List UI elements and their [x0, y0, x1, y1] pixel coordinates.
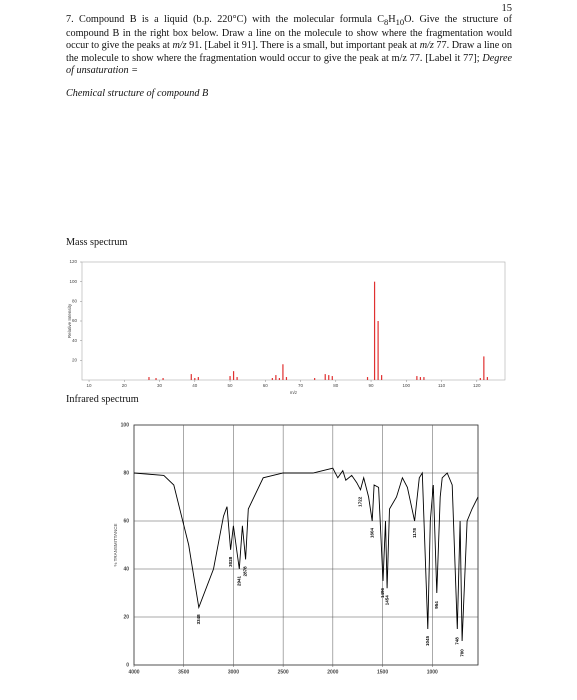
peak [331, 376, 333, 380]
peak [483, 356, 485, 380]
peak [381, 375, 383, 380]
page-number: 15 [501, 3, 513, 14]
peak [232, 371, 235, 380]
x-tick-label: 3000 [228, 669, 239, 675]
y-tick-label: 40 [72, 338, 78, 343]
peak-label: 1454 [384, 595, 389, 606]
peak [324, 374, 326, 380]
y-tick-label: 80 [72, 299, 78, 304]
peak [479, 378, 481, 380]
x-tick-label: 20 [122, 383, 128, 388]
chart-title: Infrared spectrum [66, 394, 139, 405]
text: 8 [384, 17, 389, 28]
x-tick-label: 1500 [377, 669, 388, 675]
peak [373, 281, 376, 380]
text: Degree of unsaturation = [66, 52, 512, 76]
peak [366, 377, 369, 380]
spectrum-line [133, 467, 479, 642]
x-tick-label: 70 [298, 383, 304, 388]
peak-label: 1178 [412, 528, 417, 538]
y-tick-label: 20 [72, 358, 78, 363]
peak [197, 377, 199, 380]
y-tick-label: 100 [121, 422, 130, 428]
peak [423, 377, 425, 380]
peak-label: 3348 [196, 614, 201, 625]
text: 7. Compound B is a liquid (b.p. 220°C) w… [66, 14, 385, 25]
peak-label: 700 [459, 649, 464, 657]
peak [486, 377, 488, 380]
peak-label: 1045 [425, 635, 430, 646]
chart-title: Mass spectrum [66, 237, 128, 248]
y-axis-label: % TRANSMITTANCE [113, 523, 118, 566]
x-tick-label: 40 [192, 383, 198, 388]
peak-label: 748 [455, 637, 460, 645]
structure-label: Chemical structure of compound B [66, 88, 209, 99]
peak [275, 375, 277, 380]
text: 77. Draw a line on the molecule to show … [66, 40, 512, 64]
x-tick-label: 2500 [278, 669, 289, 675]
peak-label: 2878 [243, 566, 248, 577]
x-tick-label: 60 [263, 383, 269, 388]
peak [155, 378, 157, 380]
y-tick-label: 60 [123, 518, 129, 524]
peak [285, 377, 288, 380]
y-tick-label: 20 [123, 614, 129, 620]
peak [148, 377, 150, 380]
peak [416, 376, 418, 380]
peak [229, 376, 231, 380]
peak [271, 378, 273, 380]
peak [194, 378, 196, 380]
y-tick-label: 100 [69, 279, 77, 284]
peak [278, 378, 280, 380]
text: H [388, 14, 396, 25]
peak [419, 377, 421, 380]
peak-label: 3028 [228, 556, 233, 567]
peak-label: 954 [434, 601, 439, 609]
y-axis-label: Relative Intensity [67, 303, 72, 338]
x-axis-label: m/z [290, 390, 298, 395]
text: 91. [Label it 91]. There is a small, but… [186, 40, 420, 52]
x-tick-label: 10 [87, 383, 93, 388]
x-tick-label: 110 [438, 383, 446, 388]
y-tick-label: 120 [69, 259, 77, 264]
y-tick-label: 80 [123, 470, 129, 476]
text: m/z [172, 40, 187, 52]
text: 10 [395, 17, 405, 28]
x-tick-label: 2000 [327, 669, 338, 675]
plot-frame [81, 261, 506, 381]
text: O. Give the structure of compound B in t… [66, 14, 512, 52]
plot-frame [133, 424, 479, 666]
peak [377, 321, 379, 380]
y-tick-label: 0 [126, 662, 129, 668]
y-tick-label: 60 [72, 318, 78, 323]
peak [328, 375, 330, 380]
peak [314, 378, 316, 380]
x-tick-label: 90 [369, 383, 375, 388]
x-tick-label: 100 [403, 383, 411, 388]
peak [190, 374, 192, 380]
text: m/z [419, 40, 434, 52]
peak-label: 1496 [380, 587, 385, 598]
x-tick-label: 80 [333, 383, 339, 388]
peak [162, 378, 164, 380]
y-tick-label: 40 [123, 566, 129, 572]
peak-label: 1604 [369, 527, 374, 538]
x-tick-label: 50 [228, 383, 234, 388]
peak [236, 377, 238, 380]
question: 7. Compound B is a liquid (b.p. 220°C) w… [66, 14, 512, 77]
x-tick-label: 30 [157, 383, 163, 388]
x-tick-label: 120 [473, 383, 481, 388]
x-tick-label: 1000 [427, 669, 438, 675]
x-tick-label: 4000 [128, 669, 139, 675]
peak-label: 1722 [358, 496, 363, 507]
peak-label: 2941 [236, 575, 241, 586]
peak [282, 364, 284, 380]
x-tick-label: 3500 [178, 669, 189, 675]
